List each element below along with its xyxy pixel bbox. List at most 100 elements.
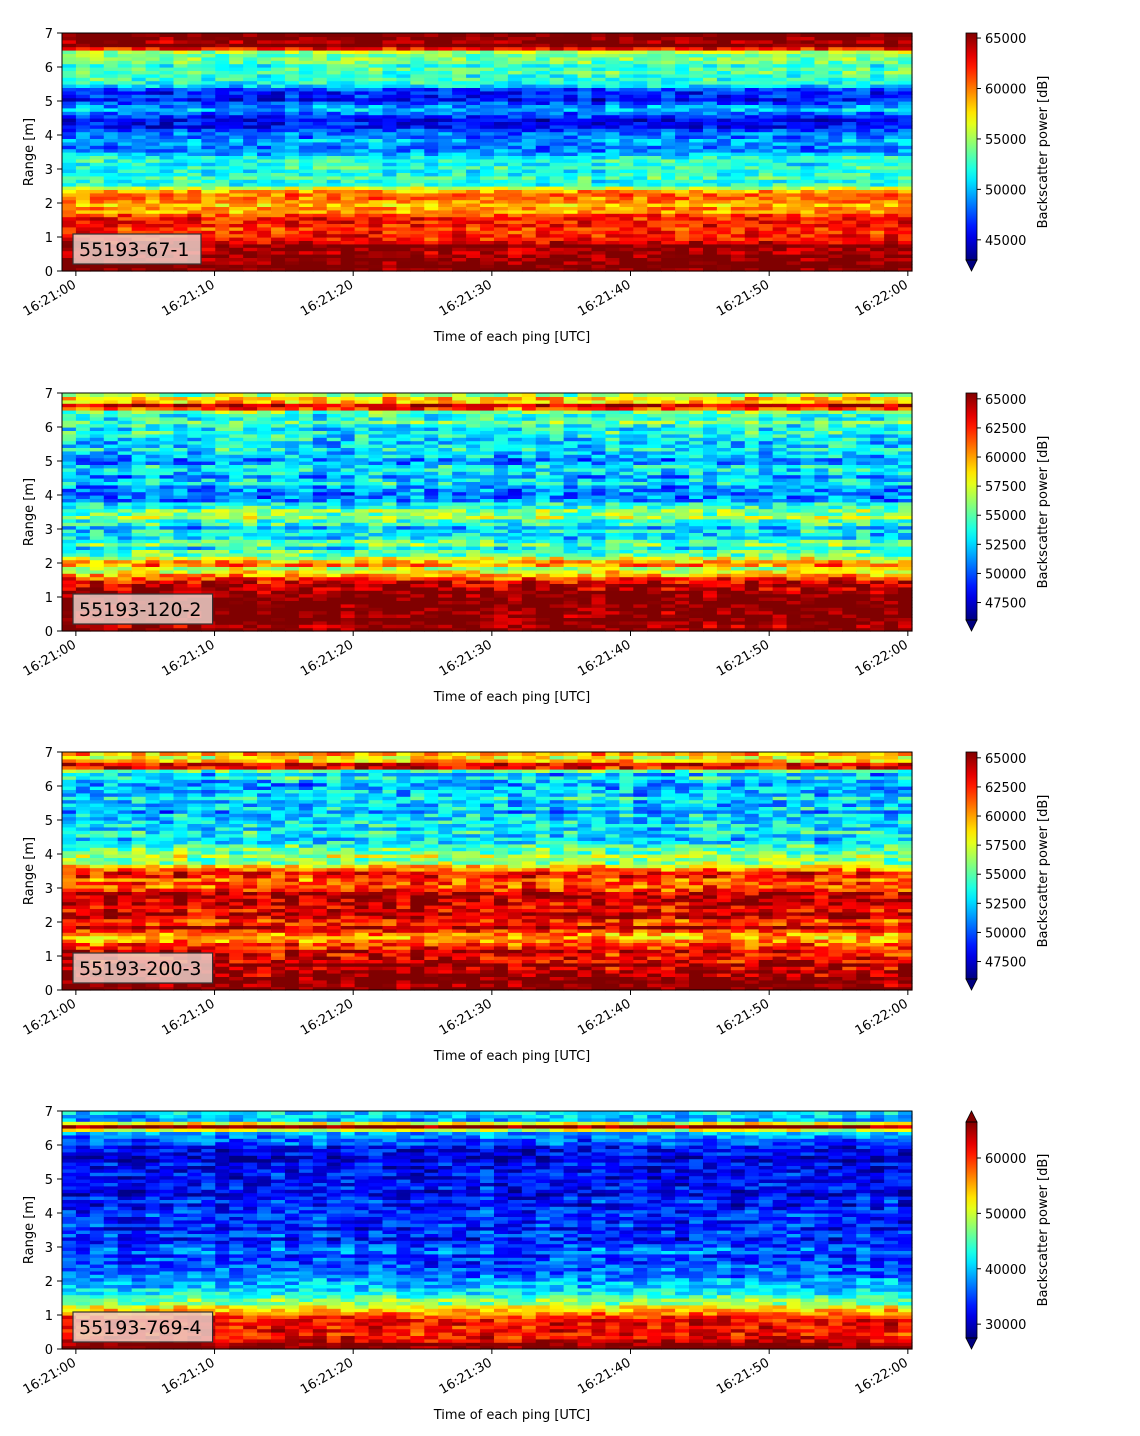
colorbar-extend-min	[965, 1337, 978, 1350]
colorbar-extend-min	[965, 978, 978, 991]
x-axis-label: Time of each ping [UTC]	[433, 1408, 591, 1423]
colorbar-tick-label: 65000	[985, 393, 1026, 408]
x-tick-label: 16:21:20	[298, 996, 356, 1038]
colorbar-tick-label: 40000	[985, 1263, 1026, 1278]
x-tick-label: 16:21:40	[575, 1355, 633, 1397]
x-tick-label: 16:21:50	[714, 637, 772, 679]
y-tick-label: 5	[45, 814, 53, 829]
x-tick-label: 16:21:30	[437, 637, 495, 679]
sensor-label-box: 55193-67-1	[72, 233, 202, 265]
y-tick-label: 2	[45, 1275, 53, 1290]
colorbar: 30000 40000 50000 60000 Backscatter power [d…	[965, 1110, 1051, 1350]
colorbar-label: Backscatter power [dB]	[1036, 795, 1051, 948]
sensor-label: 55193-769-4	[79, 1317, 202, 1339]
x-tick-label: 16:21:20	[298, 277, 356, 319]
colorbar-tick-label: 47500	[985, 956, 1026, 971]
x-axis-label: Time of each ping [UTC]	[433, 330, 591, 345]
y-tick-label: 1	[45, 591, 53, 606]
y-tick-label: 1	[45, 950, 53, 965]
colorbar-tick-label: 50000	[985, 1207, 1026, 1222]
colorbar-tick-label: 62500	[985, 422, 1026, 437]
y-tick-label: 7	[45, 387, 53, 402]
y-tick-label: 4	[45, 848, 53, 863]
y-tick-label: 6	[45, 1139, 53, 1154]
axes-frame	[61, 32, 913, 272]
heatmap	[62, 1111, 913, 1350]
y-tick-label: 0	[45, 265, 53, 280]
x-tick-label: 16:21:40	[575, 637, 633, 679]
x-tick-label: 16:21:40	[575, 277, 633, 319]
colorbar-tick-label: 50000	[985, 926, 1026, 941]
x-tick-label: 16:21:50	[714, 277, 772, 319]
x-tick-label: 16:22:00	[853, 1355, 911, 1397]
colorbar-tick-label: 52500	[985, 897, 1026, 912]
colorbar-tick-label: 52500	[985, 538, 1026, 553]
sensor-label-box: 55193-200-3	[72, 952, 214, 984]
y-tick-label: 7	[45, 1105, 53, 1120]
colorbar-extend-max	[965, 1110, 978, 1123]
panel-2: 0 1 2 3 4 5 6 7 16:21:00 16:21:10 16:21:20 16:21:30…	[21, 387, 1051, 705]
sensor-label: 55193-67-1	[79, 239, 189, 261]
x-tick-label: 16:21:40	[575, 996, 633, 1038]
y-tick-label: 2	[45, 197, 53, 212]
colorbar-extend-min	[965, 259, 978, 272]
y-tick-label: 6	[45, 780, 53, 795]
y-tick-label: 2	[45, 557, 53, 572]
x-tick-label: 16:21:30	[437, 1355, 495, 1397]
colorbar-gradient	[966, 33, 977, 260]
colorbar-tick-label: 60000	[985, 82, 1026, 97]
x-tick-label: 16:21:30	[437, 277, 495, 319]
colorbar-tick-label: 65000	[985, 752, 1026, 767]
heatmap	[62, 393, 913, 632]
y-tick-label: 2	[45, 916, 53, 931]
heatmap	[62, 33, 913, 272]
sensor-label: 55193-200-3	[79, 958, 202, 980]
colorbar: 47500 50000 52500 55000 57500 60000 62500 65000…	[965, 751, 1051, 991]
colorbar-label: Backscatter power [dB]	[1036, 436, 1051, 589]
y-tick-label: 1	[45, 231, 53, 246]
axes-frame	[61, 392, 913, 632]
colorbar-tick-label: 60000	[985, 1152, 1026, 1167]
x-tick-label: 16:21:50	[714, 1355, 772, 1397]
x-tick-label: 16:21:00	[21, 637, 79, 679]
y-tick-label: 3	[45, 882, 53, 897]
x-axis-label: Time of each ping [UTC]	[433, 690, 591, 705]
x-tick-label: 16:22:00	[853, 996, 911, 1038]
y-tick-label: 5	[45, 455, 53, 470]
colorbar-tick-label: 50000	[985, 567, 1026, 582]
colorbar-tick-label: 60000	[985, 810, 1026, 825]
colorbar-tick-label: 57500	[985, 480, 1026, 495]
y-tick-label: 7	[45, 746, 53, 761]
panel-3: 0 1 2 3 4 5 6 7 16:21:00 16:21:10 16:21:20 16:21:30…	[21, 746, 1051, 1064]
x-tick-label: 16:21:20	[298, 637, 356, 679]
y-axis-label: Range [m]	[22, 118, 37, 186]
x-tick-label: 16:21:20	[298, 1355, 356, 1397]
colorbar-tick-label: 30000	[985, 1318, 1026, 1333]
y-tick-label: 3	[45, 1241, 53, 1256]
y-tick-label: 7	[45, 27, 53, 42]
colorbar-gradient	[966, 393, 977, 620]
x-axis-label: Time of each ping [UTC]	[433, 1049, 591, 1064]
colorbar-tick-label: 57500	[985, 839, 1026, 854]
axes-frame	[61, 1110, 913, 1350]
colorbar-extend-min	[965, 619, 978, 632]
x-tick-label: 16:21:50	[714, 996, 772, 1038]
y-tick-label: 6	[45, 61, 53, 76]
colorbar-tick-label: 60000	[985, 451, 1026, 466]
panel-4: 0 1 2 3 4 5 6 7 16:21:00 16:21:10 16:21:20 16:21:30…	[21, 1105, 1051, 1423]
x-tick-label: 16:21:10	[159, 637, 217, 679]
y-tick-label: 4	[45, 489, 53, 504]
colorbar-tick-label: 47500	[985, 597, 1026, 612]
y-tick-label: 0	[45, 1343, 53, 1358]
colorbar-tick-label: 55000	[985, 868, 1026, 883]
colorbar: 45000 50000 55000 60000 65000 Backscatter pow…	[965, 32, 1051, 272]
colorbar-gradient	[966, 1122, 977, 1338]
x-tick-label: 16:22:00	[853, 277, 911, 319]
colorbar-tick-label: 45000	[985, 234, 1026, 249]
x-tick-label: 16:21:30	[437, 996, 495, 1038]
colorbar-tick-label: 55000	[985, 509, 1026, 524]
x-tick-label: 16:21:00	[21, 1355, 79, 1397]
axes-frame	[61, 751, 913, 991]
x-tick-label: 16:21:00	[21, 996, 79, 1038]
